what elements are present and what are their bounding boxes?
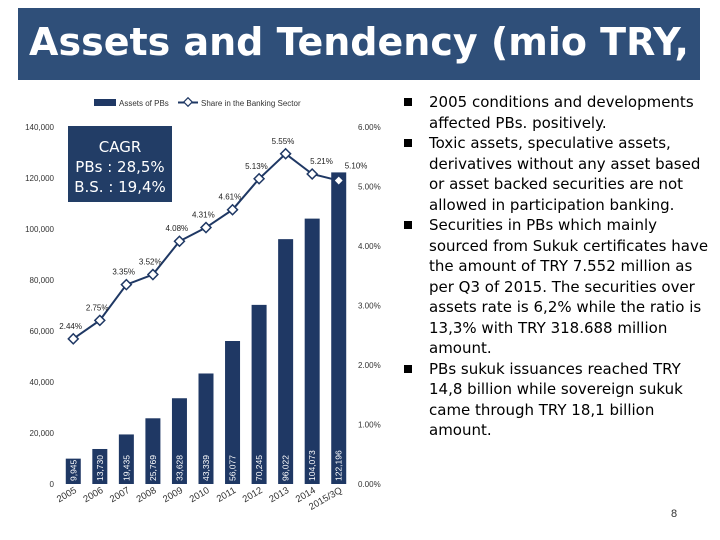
y-right-tick-label: 2.00%: [358, 361, 381, 370]
bar: [145, 418, 161, 484]
bullet-square-icon: [404, 221, 412, 229]
line-marker: [332, 174, 345, 187]
bullet-text: PBs sukuk issuances reached TRY 14,8 bil…: [429, 359, 683, 440]
bullet-item: 2005 conditions and developments affecte…: [402, 92, 714, 133]
y-left-tick-label: 120,000: [25, 174, 54, 183]
bar: [251, 304, 267, 484]
line-marker: [120, 278, 133, 291]
y-right-tick-label: 0.00%: [358, 480, 381, 489]
line-value-label: 4.61%: [219, 193, 242, 202]
bar: [304, 218, 320, 485]
x-tick-label: 2009: [161, 485, 185, 505]
cagr-box: [68, 126, 172, 202]
x-tick-label: 2008: [135, 485, 159, 505]
legend-line-marker: [182, 96, 194, 108]
bar-value-label: 96,022: [281, 455, 291, 481]
bar: [278, 239, 294, 484]
line-value-label: 5.55%: [272, 137, 295, 146]
bullet-square-icon: [404, 364, 412, 373]
x-tick-label: 2007: [108, 485, 132, 505]
bar-value-label: 43,339: [201, 455, 211, 481]
y-left-tick-label: 60,000: [30, 327, 55, 336]
line-marker: [146, 268, 159, 281]
bullet-square-icon: [404, 139, 412, 147]
bar-value-label: 9,945: [68, 459, 78, 481]
line-marker: [279, 147, 292, 160]
bar: [118, 434, 134, 484]
bar-value-label: 19,435: [121, 455, 131, 481]
cagr-title: CAGR: [99, 138, 142, 156]
line-value-label: 3.52%: [139, 258, 162, 267]
bar-value-label: 70,245: [254, 455, 264, 481]
line-value-label: 4.08%: [165, 224, 188, 233]
bullet-text: Toxic assets, speculative assets, deriva…: [429, 134, 701, 214]
slide-title: Assets and Tendency (mio TRY, %): [29, 20, 689, 124]
x-tick-label: 2013: [267, 485, 291, 505]
line-value-label: 4.31%: [192, 211, 215, 220]
bar-value-label: 25,769: [148, 455, 158, 481]
x-tick-label: 2010: [188, 485, 212, 505]
line-marker: [226, 203, 239, 216]
legend-line-label: Share in the Banking Sector: [201, 99, 301, 108]
bar-value-label: 33,628: [174, 455, 184, 481]
y-left-tick-label: 80,000: [30, 276, 55, 285]
line-value-label: 2.44%: [59, 322, 82, 331]
bar-value-label: 104,073: [307, 450, 317, 481]
x-tick-label: 2005: [55, 485, 79, 505]
bullet-list: 2005 conditions and developments affecte…: [402, 92, 714, 441]
bar-value-label: 56,077: [228, 455, 238, 481]
legend-bar-label: Assets of PBs: [119, 99, 169, 108]
x-tick-label: 2011: [215, 485, 238, 505]
line-marker: [199, 221, 213, 234]
bullet-square-icon: [404, 98, 412, 106]
bullet-text: 2005 conditions and developments affecte…: [429, 93, 694, 132]
bullet-item: Securities in PBs which mainly sourced f…: [402, 215, 714, 359]
bar: [331, 172, 347, 484]
bullet-item: Toxic assets, speculative assets, deriva…: [402, 133, 714, 215]
bar: [198, 373, 214, 484]
y-left-tick-label: 100,000: [25, 225, 54, 234]
title-banner: [18, 8, 700, 80]
legend-bar-swatch: [94, 99, 116, 106]
line-marker: [93, 314, 106, 327]
line-marker: [306, 167, 319, 181]
x-tick-label: 2006: [82, 485, 106, 505]
bar: [65, 458, 81, 484]
y-left-tick-label: 40,000: [30, 378, 55, 387]
bar: [225, 341, 241, 484]
x-tick-label: 2012: [241, 485, 265, 505]
y-right-tick-label: 6.00%: [358, 123, 381, 132]
line-value-label: 3.35%: [112, 268, 135, 277]
line-marker: [253, 172, 266, 185]
bar: [92, 448, 108, 484]
assets-chart: 0 20,000 40,000 60,000 80,000 100,000 120,000 1…: [25, 96, 381, 513]
y-right-tick-label: 4.00%: [358, 242, 381, 251]
line-marker: [67, 332, 80, 345]
page-number: 8: [670, 508, 678, 520]
y-right-tick-label: 3.00%: [358, 302, 381, 311]
line-value-label: 2.75%: [86, 303, 109, 312]
bullet-item: PBs sukuk issuances reached TRY 14,8 bil…: [402, 359, 714, 441]
bar-value-label: 13,730: [95, 455, 105, 481]
cagr-pbs: PBs : 28,5%: [75, 158, 164, 176]
bullet-text: Securities in PBs which mainly sourced f…: [429, 216, 709, 357]
line-value-label: 5.21%: [310, 157, 333, 166]
line-marker: [173, 235, 186, 248]
y-right-tick-label: 1.00%: [358, 421, 381, 430]
y-left-tick-label: 0: [50, 480, 55, 489]
bar: [171, 398, 187, 484]
y-left-tick-label: 140,000: [25, 123, 54, 132]
line-value-label: 5.13%: [245, 162, 268, 171]
bar-value-label: 122,196: [334, 450, 344, 481]
y-left-tick-label: 20,000: [30, 429, 55, 438]
cagr-bs: B.S. : 19,4%: [74, 178, 166, 196]
y-right-tick-label: 5.00%: [358, 183, 381, 192]
line-value-label: 5.10%: [345, 162, 368, 171]
